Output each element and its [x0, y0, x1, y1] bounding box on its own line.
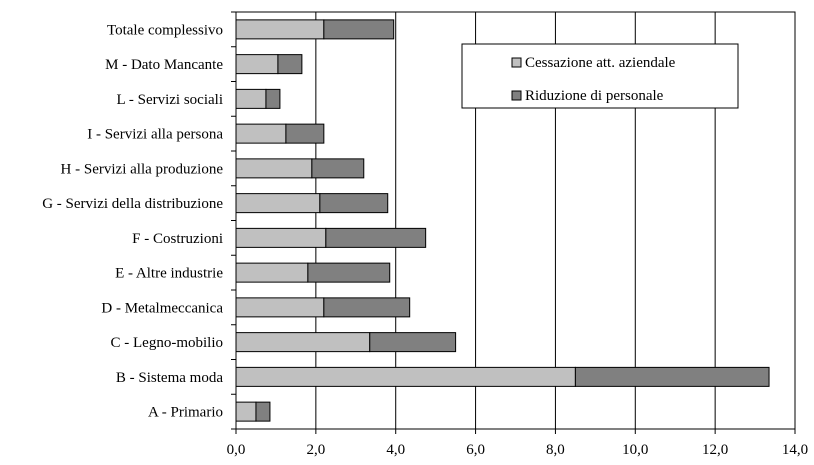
category-label: M - Dato Mancante	[105, 57, 223, 73]
bar-segment-riduzione	[311, 158, 365, 179]
bar-segment-riduzione	[325, 227, 427, 248]
bar-segment-cessazione	[235, 227, 327, 248]
category-label: G - Servizi della distribuzione	[42, 196, 223, 212]
x-tick-label: 12,0	[702, 442, 728, 458]
bar-segment-cessazione	[235, 401, 257, 422]
category-labels: A - Primario B - Sistema moda C - Legno-mo…	[42, 22, 223, 420]
category-label: L - Servizi sociali	[117, 92, 224, 108]
bar-segment-cessazione	[235, 366, 576, 387]
legend-swatch	[511, 90, 522, 101]
x-tick-label: 6,0	[466, 442, 485, 458]
x-tick-labels: 0,0 2,0 4,0 6,0 8,0 10,0 12,0 14,0	[227, 442, 809, 458]
legend-box	[461, 43, 739, 109]
axes	[231, 11, 796, 434]
bar-segment-cessazione	[235, 297, 325, 318]
category-label: C - Legno-mobilio	[111, 335, 224, 351]
bar-segment-cessazione	[235, 123, 287, 144]
bar-segment-riduzione	[265, 88, 281, 109]
category-label: F - Costruzioni	[132, 231, 223, 247]
bar-segment-riduzione	[255, 401, 271, 422]
category-label: Totale complessivo	[107, 22, 223, 38]
bar-segment-riduzione	[307, 262, 391, 283]
bar-segment-cessazione	[235, 158, 313, 179]
bar-segment-riduzione	[574, 366, 770, 387]
category-label: H - Servizi alla produzione	[61, 161, 224, 177]
bars	[235, 19, 770, 422]
category-label: D - Metalmeccanica	[101, 300, 223, 316]
bar-segment-cessazione	[235, 88, 267, 109]
bar-segment-riduzione	[285, 123, 325, 144]
category-label: I - Servizi alla persona	[87, 127, 223, 143]
bar-segment-cessazione	[235, 193, 321, 214]
bar-segment-riduzione	[323, 297, 411, 318]
legend-label: Riduzione di personale	[525, 88, 664, 104]
category-label: A - Primario	[148, 405, 223, 421]
category-label: E - Altre industrie	[115, 266, 223, 282]
bar-segment-riduzione	[323, 19, 395, 40]
bar-segment-riduzione	[319, 193, 389, 214]
x-tick-label: 2,0	[306, 442, 325, 458]
category-label: B - Sistema moda	[116, 370, 223, 386]
x-tick-label: 10,0	[622, 442, 648, 458]
bar-segment-riduzione	[369, 332, 457, 353]
x-tick-label: 14,0	[782, 442, 808, 458]
bar-segment-cessazione	[235, 262, 309, 283]
bar-segment-riduzione	[277, 54, 303, 75]
bar-segment-cessazione	[235, 54, 279, 75]
bar-segment-cessazione	[235, 332, 371, 353]
bar-segment-cessazione	[235, 19, 325, 40]
legend-swatch	[511, 57, 522, 68]
x-tick-label: 4,0	[386, 442, 405, 458]
legend: Cessazione att. aziendale Riduzione di pe…	[461, 43, 739, 109]
x-tick-label: 0,0	[227, 442, 246, 458]
x-tick-label: 8,0	[546, 442, 565, 458]
legend-label: Cessazione att. aziendale	[525, 55, 676, 71]
